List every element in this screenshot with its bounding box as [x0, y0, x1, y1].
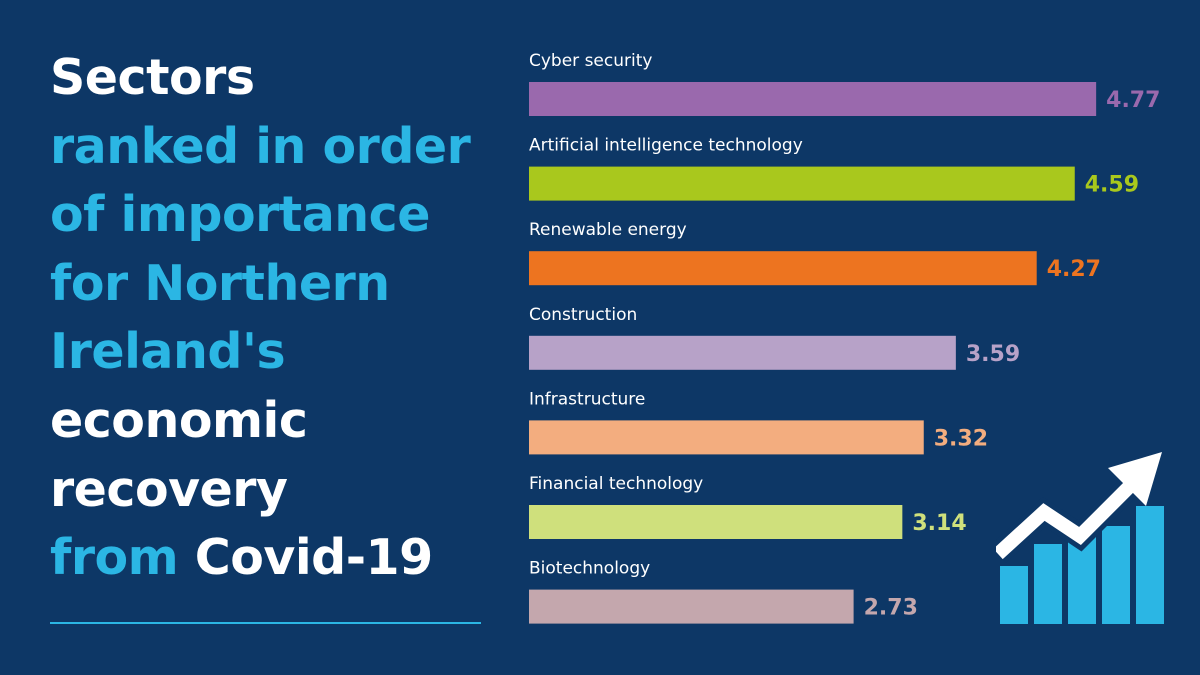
category-label: Infrastructure	[529, 389, 645, 409]
category-label: Renewable energy	[529, 220, 687, 240]
value-label: 3.14	[912, 511, 966, 536]
title-segment: ranked in order	[50, 117, 471, 175]
title-line: for Northern	[50, 250, 500, 319]
bar	[529, 251, 1037, 286]
bar	[529, 505, 903, 539]
value-label: 2.73	[864, 596, 918, 621]
bar	[529, 82, 1097, 116]
title-line: economic	[50, 387, 500, 456]
value-label: 4.59	[1085, 173, 1139, 198]
category-label: Cyber security	[529, 51, 652, 71]
category-label: Artificial intelligence technology	[529, 136, 803, 156]
bar	[529, 166, 1075, 201]
title-segment: of importance	[50, 186, 430, 244]
bar	[529, 589, 854, 624]
category-label: Financial technology	[529, 474, 703, 494]
value-label: 3.32	[934, 426, 988, 451]
title-line: Sectors	[50, 44, 500, 113]
title-segment: from	[50, 529, 195, 587]
bar	[529, 420, 924, 455]
growth-chart-arrow-icon	[996, 452, 1164, 624]
title-line: ranked in order	[50, 113, 500, 182]
title-segment: recovery	[50, 460, 288, 518]
category-label: Biotechnology	[529, 559, 650, 579]
chart-title: Sectors ranked in order of importance for N…	[50, 44, 500, 593]
title-line: of importance	[50, 181, 500, 250]
value-label: 4.77	[1106, 88, 1160, 113]
title-line: recovery	[50, 456, 500, 525]
value-label: 4.27	[1047, 257, 1101, 282]
title-segment: Covid-19	[194, 529, 433, 587]
value-label: 3.59	[966, 342, 1020, 367]
title-segment: Sectors	[50, 49, 255, 106]
title-underline	[50, 622, 481, 624]
bar	[529, 335, 956, 370]
title-segment: for Northern	[50, 254, 390, 312]
title-line: Ireland's	[50, 318, 500, 387]
title-segment: economic	[50, 391, 308, 449]
category-label: Construction	[529, 305, 637, 325]
title-line: from Covid-19	[50, 524, 500, 593]
title-segment: Ireland's	[50, 323, 286, 381]
